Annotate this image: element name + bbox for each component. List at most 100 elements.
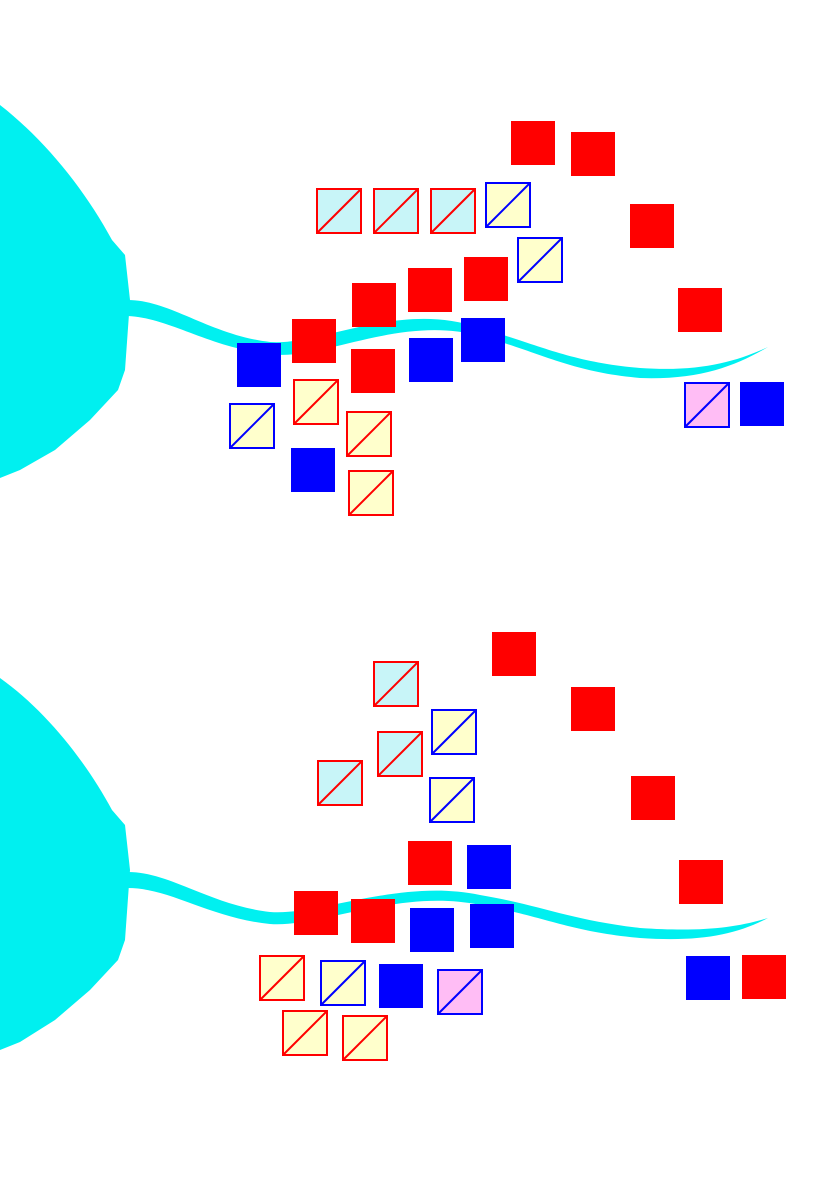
unit-solid-red xyxy=(678,288,722,332)
unit-solid-red xyxy=(464,257,508,301)
unit-box xyxy=(686,956,730,1000)
unit-box xyxy=(408,841,452,885)
unit-diagonal xyxy=(282,1010,328,1056)
unit-blue-on-yellow xyxy=(429,777,475,823)
unit-box xyxy=(379,964,423,1008)
unit-diagonal xyxy=(320,960,366,1006)
unit-red-on-cyan xyxy=(377,731,423,777)
unit-diagonal xyxy=(429,777,475,823)
unit-diagonal xyxy=(377,731,423,777)
unit-box xyxy=(352,283,396,327)
units-bottom xyxy=(259,632,786,1061)
unit-blue-on-yellow xyxy=(229,403,275,449)
unit-box xyxy=(410,908,454,952)
unit-blue-on-pink xyxy=(684,382,730,428)
unit-diagonal xyxy=(346,411,392,457)
unit-red-on-yellow xyxy=(342,1015,388,1061)
unit-box xyxy=(351,899,395,943)
unit-solid-red xyxy=(408,841,452,885)
unit-box xyxy=(511,121,555,165)
river-top xyxy=(128,300,768,379)
unit-solid-blue xyxy=(461,318,505,362)
unit-solid-red xyxy=(571,132,615,176)
unit-diagonal xyxy=(316,188,362,234)
unit-solid-red xyxy=(351,899,395,943)
unit-box xyxy=(409,338,453,382)
unit-solid-blue xyxy=(237,343,281,387)
unit-diagonal xyxy=(485,182,531,228)
unit-solid-blue xyxy=(291,448,335,492)
unit-diagonal xyxy=(293,379,339,425)
unit-box xyxy=(294,891,338,935)
unit-box xyxy=(492,632,536,676)
unit-box xyxy=(678,288,722,332)
unit-box xyxy=(571,132,615,176)
lake-bottom xyxy=(0,678,130,1050)
units-top xyxy=(229,121,784,516)
unit-solid-red xyxy=(351,349,395,393)
unit-box xyxy=(464,257,508,301)
unit-solid-red xyxy=(742,955,786,999)
unit-solid-red xyxy=(352,283,396,327)
unit-box xyxy=(740,382,784,426)
river-bottom xyxy=(128,872,768,940)
unit-solid-blue xyxy=(467,845,511,889)
panel-top xyxy=(0,105,784,516)
unit-box xyxy=(461,318,505,362)
unit-box xyxy=(679,860,723,904)
unit-solid-red xyxy=(511,121,555,165)
unit-solid-blue xyxy=(379,964,423,1008)
unit-solid-red xyxy=(571,687,615,731)
unit-diagonal xyxy=(437,969,483,1015)
unit-red-on-yellow xyxy=(282,1010,328,1056)
unit-box xyxy=(237,343,281,387)
unit-solid-red xyxy=(408,268,452,312)
unit-red-on-cyan xyxy=(316,188,362,234)
unit-diagonal xyxy=(348,470,394,516)
panel-bottom xyxy=(0,632,786,1061)
unit-diagonal xyxy=(342,1015,388,1061)
unit-box xyxy=(292,319,336,363)
unit-solid-blue xyxy=(410,908,454,952)
unit-red-on-yellow xyxy=(293,379,339,425)
unit-red-on-yellow xyxy=(259,955,305,1001)
unit-blue-on-yellow xyxy=(431,709,477,755)
unit-diagonal xyxy=(229,403,275,449)
unit-box xyxy=(742,955,786,999)
unit-diagonal xyxy=(431,709,477,755)
unit-solid-red xyxy=(630,204,674,248)
unit-diagonal xyxy=(373,188,419,234)
unit-red-on-yellow xyxy=(348,470,394,516)
unit-box xyxy=(408,268,452,312)
unit-box xyxy=(470,904,514,948)
unit-diagonal xyxy=(430,188,476,234)
unit-solid-blue xyxy=(470,904,514,948)
unit-solid-red xyxy=(492,632,536,676)
unit-solid-blue xyxy=(409,338,453,382)
unit-red-on-cyan xyxy=(317,760,363,806)
unit-blue-on-yellow xyxy=(517,237,563,283)
unit-box xyxy=(291,448,335,492)
unit-diagonal xyxy=(317,760,363,806)
unit-red-on-cyan xyxy=(373,188,419,234)
unit-box xyxy=(571,687,615,731)
unit-diagonal xyxy=(517,237,563,283)
unit-blue-on-yellow xyxy=(320,960,366,1006)
unit-diagonal xyxy=(684,382,730,428)
unit-solid-red xyxy=(679,860,723,904)
unit-red-on-yellow xyxy=(346,411,392,457)
unit-red-on-cyan xyxy=(373,661,419,707)
unit-diagonal xyxy=(373,661,419,707)
unit-box xyxy=(630,204,674,248)
unit-solid-blue xyxy=(740,382,784,426)
unit-solid-blue xyxy=(686,956,730,1000)
unit-solid-red xyxy=(631,776,675,820)
lake-top xyxy=(0,105,130,478)
unit-blue-on-yellow xyxy=(485,182,531,228)
unit-box xyxy=(631,776,675,820)
unit-solid-red xyxy=(292,319,336,363)
unit-box xyxy=(351,349,395,393)
unit-red-on-cyan xyxy=(430,188,476,234)
